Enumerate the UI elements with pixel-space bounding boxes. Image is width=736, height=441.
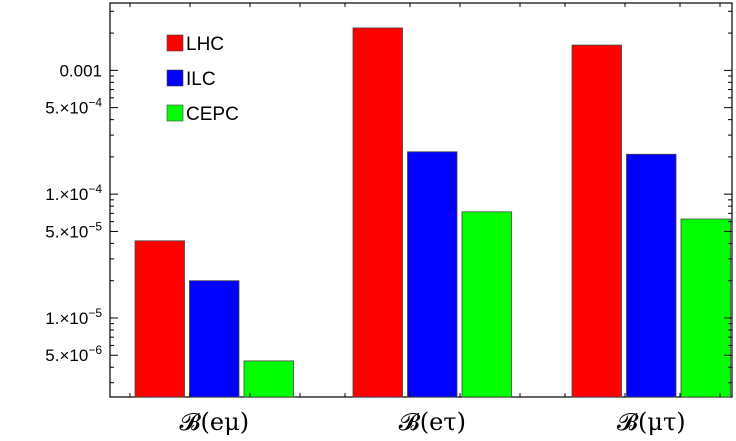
y-tick-mantissa: 1.×10 <box>45 309 88 328</box>
y-tick-label: 5.×10−6 <box>45 343 102 365</box>
x-axis: 𝓑(eμ) 𝓑(eτ) 𝓑(μτ) <box>129 3 721 436</box>
y-tick-exponent: −5 <box>88 219 102 233</box>
legend: LHC ILC CEPC <box>166 34 239 125</box>
x-category-label: 𝓑(eτ) <box>399 408 466 436</box>
legend-label-lhc: LHC <box>186 34 224 55</box>
x-category-label: 𝓑(eμ) <box>179 408 249 436</box>
y-tick-exponent: −4 <box>88 182 102 196</box>
y-tick-exponent: −6 <box>88 343 102 357</box>
y-tick-label: 1.×10−5 <box>45 306 102 328</box>
bar-cepc-0 <box>243 360 294 398</box>
bar-lhc-1 <box>352 27 403 398</box>
y-tick-label: 5.×10−4 <box>45 96 102 118</box>
y-tick-mantissa: 5.×10 <box>45 99 88 118</box>
bar-lhc-2 <box>571 44 622 398</box>
bar-lhc-0 <box>134 240 185 398</box>
y-tick-label: 0.001 <box>59 61 102 80</box>
y-tick-mantissa: 5.×10 <box>45 346 88 365</box>
bar-ilc-2 <box>626 153 677 398</box>
legend-label-ilc: ILC <box>186 69 216 90</box>
y-tick-mantissa: 5.×10 <box>45 222 88 241</box>
legend-label-cepc: CEPC <box>186 104 239 125</box>
legend-swatch-lhc <box>166 34 184 52</box>
y-tick-exponent: −5 <box>88 306 102 320</box>
y-tick-label: 5.×10−5 <box>45 219 102 241</box>
y-tick-mantissa: 0.001 <box>59 61 102 80</box>
y-tick-label: 1.×10−4 <box>45 182 102 204</box>
y-tick-exponent: −4 <box>88 96 102 110</box>
bar-ilc-1 <box>407 151 458 398</box>
y-tick-mantissa: 1.×10 <box>45 185 88 204</box>
legend-swatch-ilc <box>166 69 184 87</box>
bar-cepc-1 <box>461 211 512 398</box>
x-category-label: 𝓑(μτ) <box>617 408 686 436</box>
legend-swatch-cepc <box>166 104 184 122</box>
bar-cepc-2 <box>680 218 731 398</box>
bars <box>134 27 731 398</box>
bar-ilc-0 <box>189 280 240 398</box>
